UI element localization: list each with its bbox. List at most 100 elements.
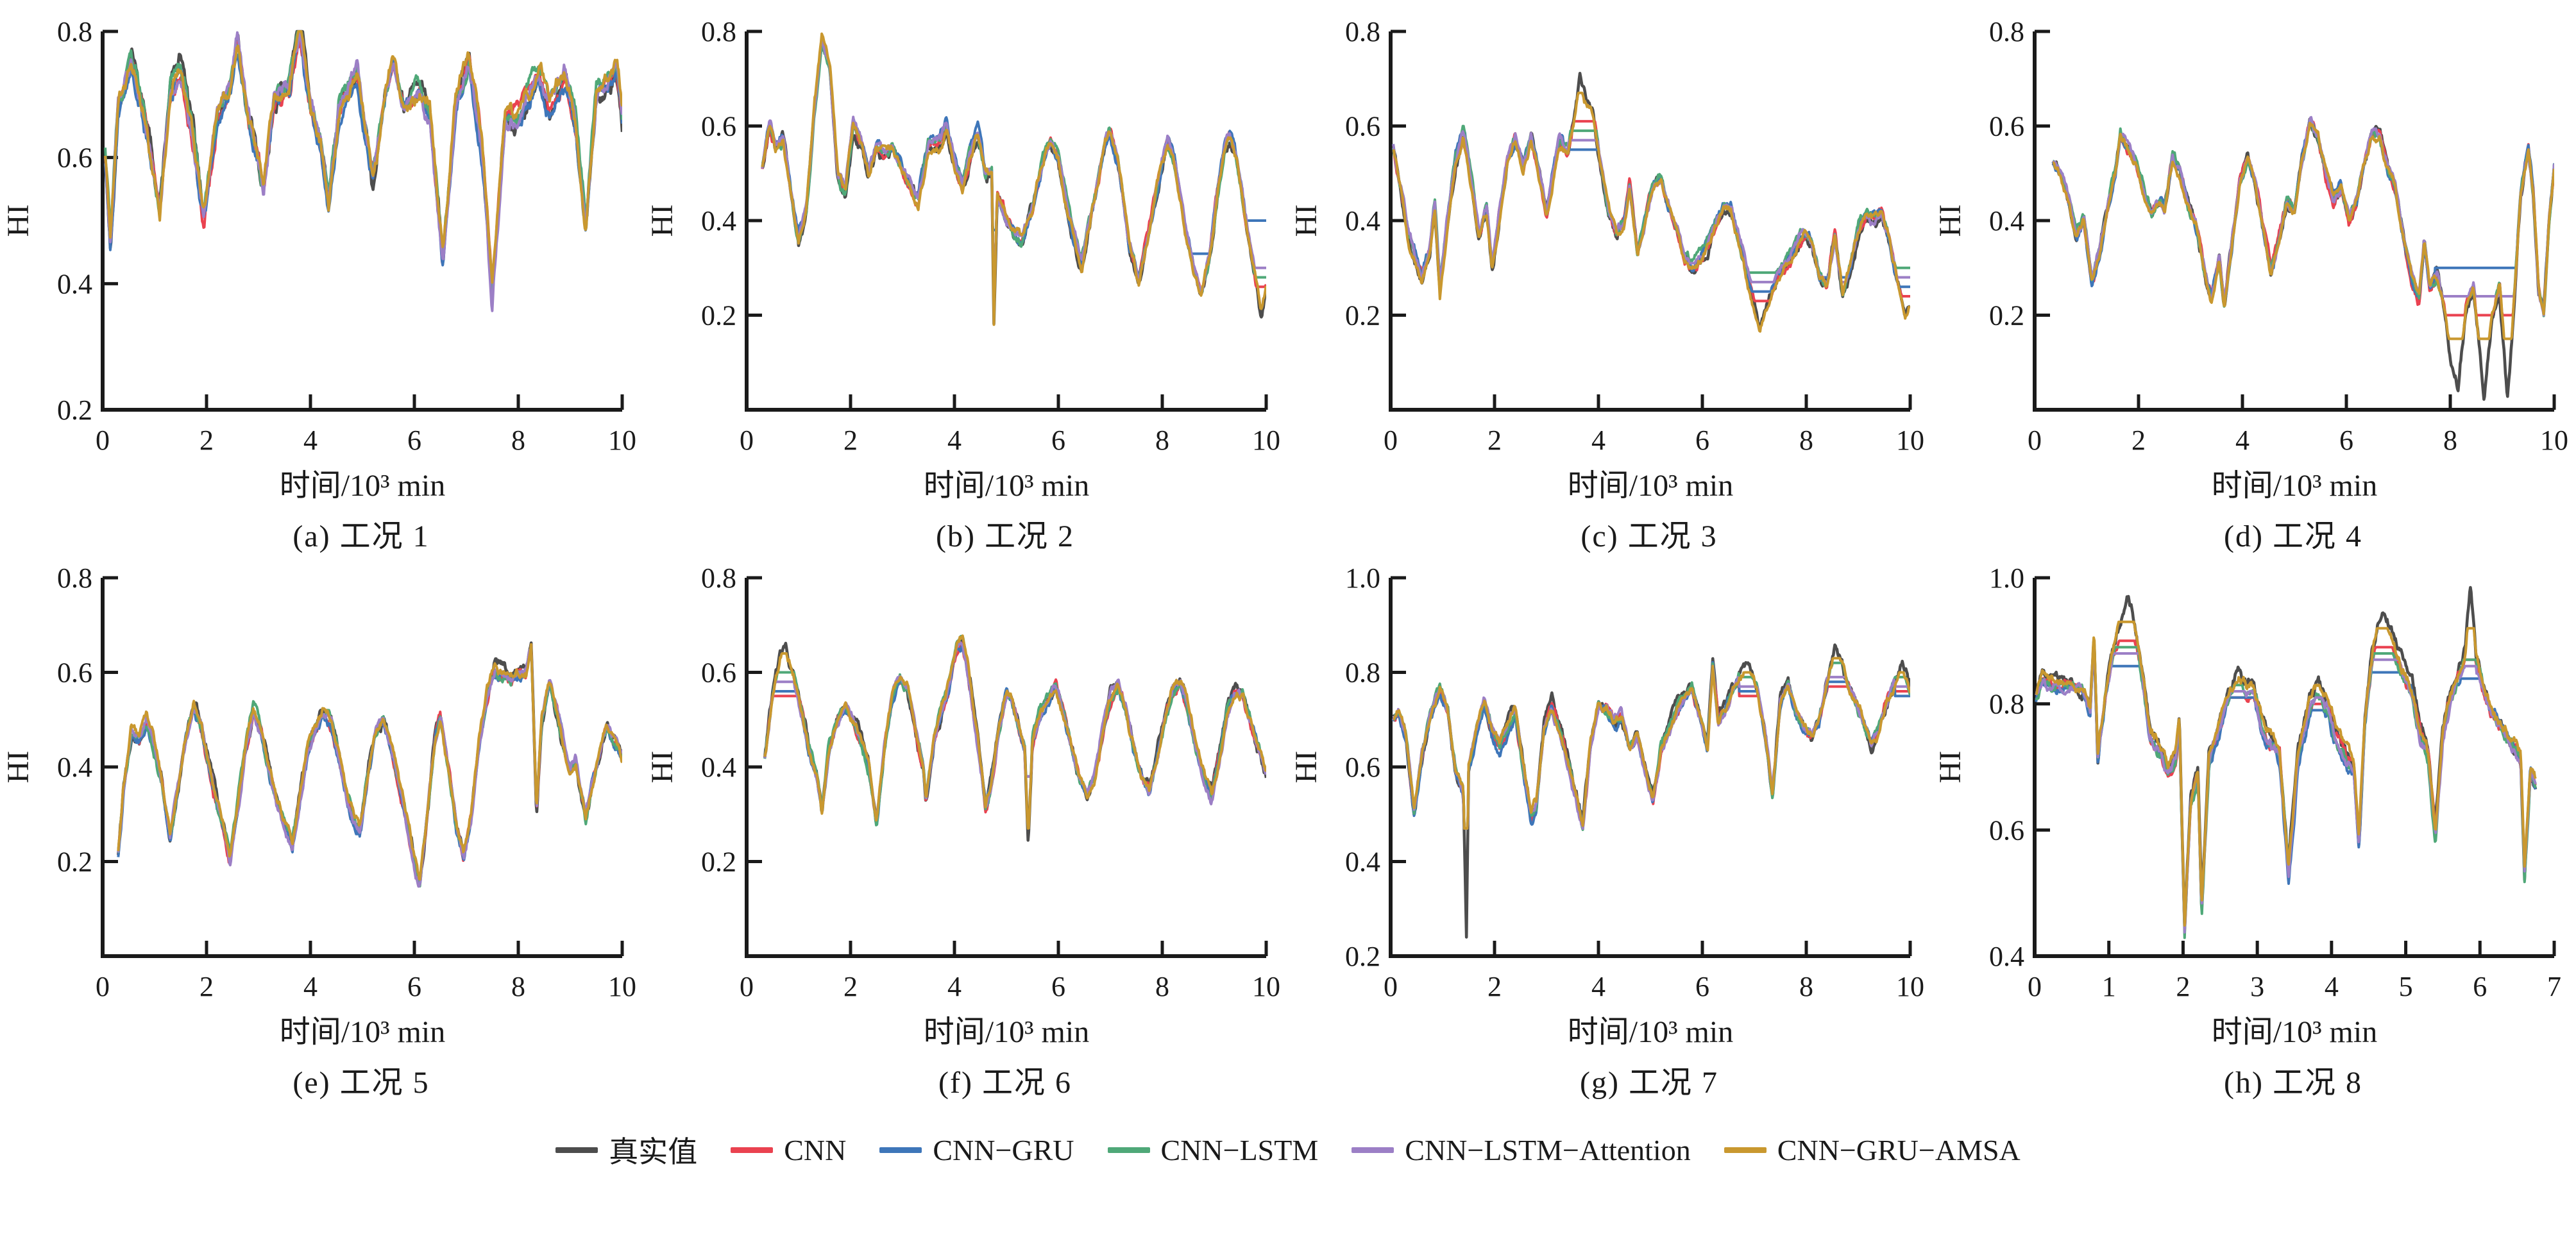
y-tick-label: 0.2 (1345, 300, 1380, 332)
y-tick-label: 0.4 (1345, 205, 1380, 237)
series-1-line (103, 29, 622, 291)
x-axis-label: 时间/10³ min (924, 469, 1089, 503)
y-tick-label: 0.6 (1345, 752, 1380, 783)
y-tick-label: 0.4 (1345, 846, 1380, 878)
y-axis-label: HI (645, 751, 679, 784)
series-3-line (104, 30, 622, 301)
y-tick-label: 1.0 (1345, 562, 1380, 594)
subplot-c: 0 2 4 6 8 10 0.2 0.4 0.6 0.8 时间/10³ min HI (c) 工况 3 (1288, 9, 1932, 555)
series-5-line (763, 641, 1266, 821)
x-tick-label: 4 (303, 425, 318, 456)
x-tick-label: 0 (1384, 425, 1398, 456)
series-2-line (1392, 120, 1910, 303)
y-tick-label: 0.8 (1989, 689, 2024, 720)
legend-swatch (1352, 1147, 1394, 1153)
line-chart-e: 0 2 4 6 8 10 0.2 0.4 0.6 0.8 时间/10³ min HI (1, 562, 636, 1049)
x-axis-label: 时间/10³ min (1568, 469, 1733, 503)
y-tick-label: 0.2 (57, 846, 92, 878)
legend-item: 真实值 (555, 1129, 697, 1171)
line-chart-h: 0 1 2 3 4 5 6 7 0.4 0.6 0.8 1.0 时间/10³ min HI (1933, 562, 2561, 1049)
x-tick-label: 10 (1252, 971, 1280, 1002)
line-chart-d: 0 2 4 6 8 10 0.2 0.4 0.6 0.8 时间/10³ min HI (1933, 16, 2568, 503)
y-tick-label: 0.6 (1989, 814, 2024, 846)
y-tick-label: 0.4 (1989, 205, 2024, 237)
x-tick-label: 0 (2028, 971, 2042, 1002)
legend-item: CNN−LSTM (1107, 1133, 1318, 1167)
x-tick-label: 10 (608, 425, 636, 456)
x-tick-label: 8 (1155, 425, 1169, 456)
y-axis-label: HI (1289, 751, 1323, 784)
x-tick-label: 2 (1487, 425, 1502, 456)
x-tick-label: 10 (1896, 971, 1924, 1002)
series-6-line (2035, 620, 2537, 927)
y-tick-label: 0.6 (57, 657, 92, 689)
x-tick-label: 0 (96, 971, 110, 1002)
legend-label: CNN (784, 1133, 847, 1166)
y-axis-label: HI (1, 205, 35, 237)
y-tick-label: 0.8 (57, 562, 92, 594)
x-tick-label: 3 (2250, 971, 2264, 1002)
series-4-line (2035, 638, 2537, 939)
x-tick-label: 8 (1799, 425, 1813, 456)
series-1-line (763, 637, 1266, 842)
x-tick-label: 8 (511, 425, 525, 456)
series-6-line (763, 634, 1266, 830)
axis-spines (2033, 578, 2554, 958)
line-chart-g: 0 2 4 6 8 10 0.2 0.4 0.6 0.8 1.0 时间/10³ min HI (1289, 562, 1924, 1049)
series-3-line (763, 643, 1266, 826)
series-6-line (104, 30, 622, 284)
x-tick-label: 2 (199, 425, 214, 456)
y-tick-label: 0.4 (1989, 941, 2024, 972)
x-tick-label: 2 (843, 425, 858, 456)
y-tick-label: 0.8 (1345, 16, 1380, 47)
y-tick-label: 0.4 (701, 752, 736, 783)
x-tick-label: 6 (1695, 425, 1709, 456)
y-tick-label: 0.8 (1989, 16, 2024, 47)
y-tick-label: 0.8 (701, 16, 736, 47)
series-6-line (117, 643, 622, 881)
subplot-f-caption: (f) 工况 6 (938, 1066, 1072, 1100)
legend-item: CNN−GRU (879, 1133, 1074, 1167)
legend-label: CNN−LSTM−Attention (1405, 1133, 1691, 1166)
x-tick-label: 6 (2339, 425, 2353, 456)
x-tick-label: 4 (947, 971, 962, 1002)
x-tick-label: 2 (2176, 971, 2190, 1002)
y-tick-label: 0.4 (701, 205, 736, 237)
subplot-b: 0 2 4 6 8 10 0.2 0.4 0.6 0.8 时间/10³ min HI (b) 工况 2 (644, 9, 1288, 555)
series-5-line (1392, 664, 1910, 830)
axis-spines (745, 578, 1266, 958)
x-tick-label: 5 (2399, 971, 2413, 1002)
y-tick-label: 0.6 (701, 111, 736, 142)
subplot-c-caption: (c) 工况 3 (1580, 519, 1718, 553)
series-4-line (1392, 124, 1910, 297)
subplot-a-caption: (a) 工况 1 (292, 519, 430, 553)
x-tick-label: 0 (2028, 425, 2042, 456)
series-3-line (2035, 640, 2537, 931)
x-axis-label: 时间/10³ min (924, 1015, 1089, 1049)
x-tick-label: 10 (608, 971, 636, 1002)
y-tick-label: 0.4 (57, 752, 92, 783)
legend-swatch (1724, 1147, 1767, 1153)
series-6-line (1393, 657, 1910, 830)
series-6-line (2052, 121, 2554, 341)
y-axis-label: HI (1933, 751, 1967, 784)
x-tick-label: 8 (1799, 971, 1813, 1002)
series-6-line (761, 32, 1266, 326)
series-2-line (1392, 662, 1910, 830)
y-axis-label: HI (1933, 205, 1967, 237)
y-tick-label: 0.2 (701, 846, 736, 878)
legend-label: CNN−GRU (933, 1133, 1074, 1166)
x-tick-label: 8 (511, 971, 525, 1002)
subplot-h: 0 1 2 3 4 5 6 7 0.4 0.6 0.8 1.0 时间/10³ min HI (h) 工况 … (1932, 555, 2576, 1102)
legend-swatch (1107, 1147, 1150, 1153)
x-tick-label: 10 (2540, 425, 2568, 456)
subplot-e: 0 2 4 6 8 10 0.2 0.4 0.6 0.8 时间/10³ min HI (e) 工况 5 (0, 555, 644, 1102)
x-tick-label: 6 (1695, 971, 1709, 1002)
x-tick-label: 8 (2443, 425, 2457, 456)
y-tick-label: 0.8 (1345, 657, 1380, 689)
legend-swatch (731, 1147, 774, 1153)
legend-label: CNN−GRU−AMSA (1777, 1133, 2021, 1166)
series-1-line (2035, 585, 2538, 926)
y-tick-label: 0.2 (57, 394, 92, 426)
y-tick-label: 0.8 (701, 562, 736, 594)
